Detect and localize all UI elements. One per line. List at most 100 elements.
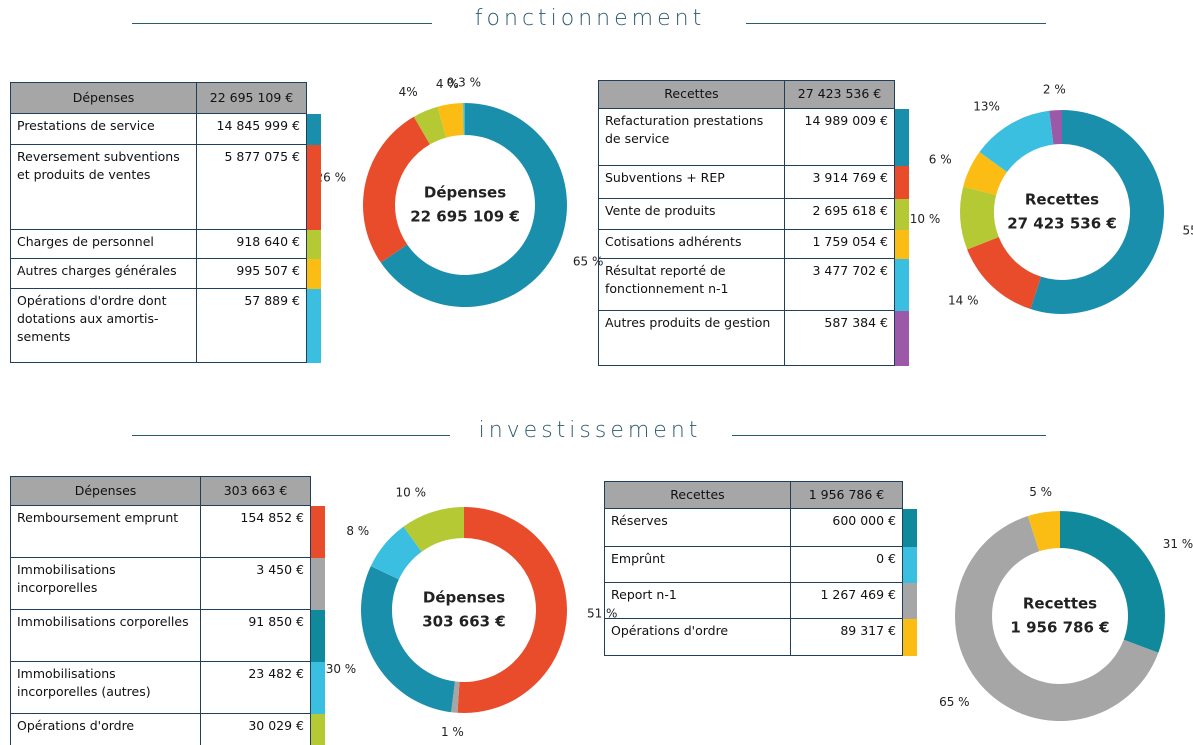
header-cell: Recettes (598, 80, 785, 109)
donut-segment (1049, 110, 1062, 145)
spacer (903, 482, 917, 509)
table-row: Emprûnt 0 € (604, 546, 917, 583)
donut-segment (960, 186, 999, 250)
table: Recettes 1 956 786 € Réserves 600 000 € Empr… (604, 481, 917, 656)
donut-segment (1030, 110, 1164, 314)
table-row: Vente de produits 2 695 618 € (598, 198, 909, 230)
data-label: 0,3 % (447, 76, 481, 90)
table-row: Opérations d'ordre dont dotations aux am… (10, 288, 321, 363)
color-bar (902, 618, 917, 656)
donut-segment (437, 103, 464, 138)
header-cell: 22 695 109 € (196, 82, 307, 114)
spacer (895, 81, 909, 109)
row-label: Résultat reporté de fonctionnement n-1 (598, 258, 785, 311)
header-cell: Dépenses (10, 476, 201, 506)
spacer (311, 477, 325, 506)
row-amount: 89 317 € (790, 618, 903, 656)
table-row: Opérations d'ordre 30 029 € (10, 713, 325, 745)
color-bar (306, 144, 321, 230)
color-bar (902, 508, 917, 547)
table-row: Prestations de service 14 845 999 € (10, 113, 321, 145)
data-label: 6 % (929, 153, 952, 167)
color-bar (902, 546, 917, 583)
donut-title: Recettes (1023, 595, 1097, 613)
donut-title: Dépenses (423, 589, 505, 607)
row-amount: 30 029 € (200, 713, 311, 745)
donut-segment (463, 103, 465, 136)
row-label: Immobilisations incorporelles (10, 557, 201, 610)
rule (732, 435, 1046, 436)
donut-title: Recettes (1025, 191, 1099, 209)
section-heading: fonctionnement (474, 6, 706, 31)
rule (132, 435, 450, 436)
row-amount: 2 695 618 € (784, 198, 895, 230)
color-bar (310, 505, 325, 558)
row-label: Immobilisations corporelles (10, 609, 201, 662)
row-amount: 918 640 € (196, 229, 307, 259)
data-label: 8 % (346, 524, 369, 538)
row-label: Réserves (604, 508, 791, 547)
donut-segment (380, 103, 568, 307)
donut-subtitle: 303 663 € (422, 613, 506, 631)
section-heading: investissement (478, 418, 702, 443)
row-amount: 3 450 € (200, 557, 311, 610)
color-bar (894, 310, 909, 366)
header-cell: Recettes (604, 481, 791, 509)
table-row: Remboursement emprunt 154 852 € (10, 505, 325, 558)
row-label: Refacturation prestations de service (598, 108, 785, 166)
table-row: Opérations d'ordre 89 317 € (604, 618, 917, 656)
color-bar (894, 258, 909, 311)
data-label: 26 % (316, 171, 347, 185)
donut-segment (979, 110, 1054, 173)
table-row: Autres produits de gestion 587 384 € (598, 310, 909, 366)
donut-subtitle: 22 695 109 € (410, 208, 520, 226)
row-amount: 154 852 € (200, 505, 311, 558)
donut-title: Dépenses (424, 184, 506, 202)
row-label: Opérations d'ordre (10, 713, 201, 745)
row-amount: 14 989 009 € (784, 108, 895, 166)
table-row: Immobilisations incorporelles (autres) 23… (10, 661, 325, 714)
row-label: Immobilisations incorporelles (autres) (10, 661, 201, 714)
row-amount: 57 889 € (196, 288, 307, 363)
row-label: Vente de produits (598, 198, 785, 230)
row-amount: 1 267 469 € (790, 582, 903, 619)
donut-segment (457, 507, 568, 713)
row-amount: 0 € (790, 546, 903, 583)
table-header: Dépenses 22 695 109 € (10, 82, 321, 114)
row-label: Report n-1 (604, 582, 791, 619)
table: Dépenses 303 663 € Remboursement emprunt 15… (10, 476, 325, 745)
table-row: Refacturation prestations de service 14 9… (598, 108, 909, 166)
donut-segment (955, 516, 1159, 722)
rule (132, 23, 432, 24)
table-row: Résultat reporté de fonctionnement n-1 3 … (598, 258, 909, 311)
color-bar (310, 557, 325, 610)
donut-segment (1027, 511, 1060, 552)
data-label: 1 % (441, 725, 464, 739)
color-bar (310, 609, 325, 662)
data-label: 13% (973, 99, 1000, 113)
table-row: Charges de personnel 918 640 € (10, 229, 321, 259)
header-cell: 27 423 536 € (784, 80, 895, 109)
row-amount: 587 384 € (784, 310, 895, 366)
row-label: Reversement subventions et produits de v… (10, 144, 197, 230)
donut-segment (967, 237, 1041, 310)
color-bar (310, 713, 325, 745)
row-label: Opérations d'ordre (604, 618, 791, 656)
row-label: Cotisations adhérents (598, 229, 785, 259)
data-label: 14 % (948, 293, 979, 307)
color-bar (306, 229, 321, 259)
donut-segment (363, 116, 430, 263)
color-bar (306, 113, 321, 145)
row-label: Charges de personnel (10, 229, 197, 259)
row-amount: 3 914 769 € (784, 165, 895, 199)
row-label: Prestations de service (10, 113, 197, 145)
table-row: Réserves 600 000 € (604, 508, 917, 547)
rule (746, 23, 1046, 24)
color-bar (894, 198, 909, 230)
color-bar (894, 229, 909, 259)
table-row: Subventions + REP 3 914 769 € (598, 165, 909, 199)
data-label: 10 % (395, 486, 426, 500)
color-bar (310, 661, 325, 714)
row-amount: 995 507 € (196, 258, 307, 289)
